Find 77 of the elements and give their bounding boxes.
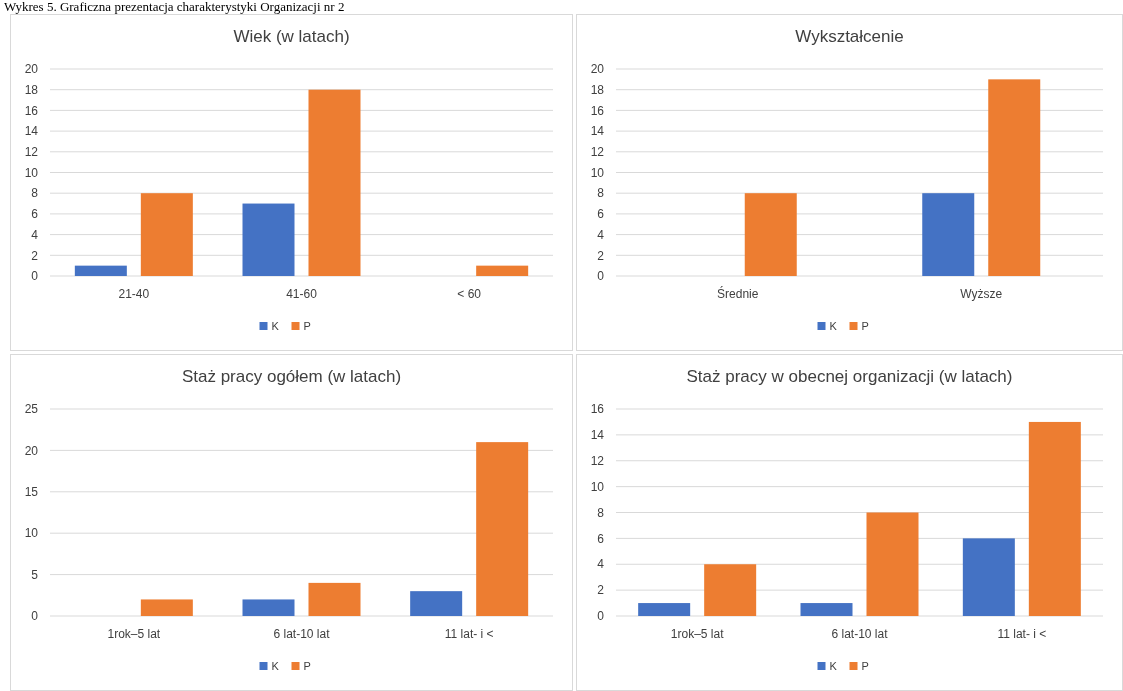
bar (242, 203, 295, 276)
y-tick-label: 10 (24, 526, 39, 541)
y-tick-label: 0 (31, 609, 39, 624)
bar (962, 538, 1015, 616)
x-tick-label: 11 lat- i < (997, 627, 1047, 641)
y-tick-label: 20 (24, 443, 39, 458)
chart-title: Staż pracy ogółem (w latach) (181, 367, 402, 386)
bar (704, 564, 757, 616)
y-tick-label: 4 (31, 227, 39, 242)
bar (1028, 421, 1081, 616)
x-tick-label: < 60 (457, 287, 482, 301)
y-tick-label: 4 (597, 227, 605, 242)
y-tick-label: 2 (597, 583, 605, 598)
y-tick-label: 0 (31, 269, 39, 284)
x-tick-label: Średnie (717, 286, 759, 301)
y-tick-label: 10 (590, 479, 605, 494)
bar (74, 265, 127, 276)
y-tick-label: 16 (24, 103, 39, 118)
bar (308, 89, 361, 276)
y-tick-label: 2 (31, 248, 39, 263)
y-tick-label: 8 (597, 186, 605, 201)
bar (866, 512, 919, 616)
y-tick-label: 18 (24, 82, 39, 97)
y-tick-label: 0 (597, 269, 605, 284)
y-tick-label: 16 (590, 402, 605, 417)
y-tick-label: 12 (590, 453, 605, 468)
legend-label: K (271, 319, 280, 332)
y-tick-label: 14 (590, 124, 605, 139)
x-tick-label: 21-40 (118, 287, 150, 301)
legend-label: P (861, 659, 869, 672)
bar (140, 193, 193, 276)
y-tick-label: 8 (31, 186, 39, 201)
legend-label: P (303, 659, 311, 672)
y-tick-label: 12 (24, 145, 39, 159)
chart-title: Wykształcenie (795, 27, 904, 46)
y-tick-label: 6 (31, 207, 39, 222)
text: Wykres 5. Graficzna prezentacja charakterystyki Organizacji nr 2 (4, 0, 345, 14)
y-tick-label: 25 (24, 402, 39, 417)
legend-label: P (303, 319, 311, 332)
y-tick-label: 10 (24, 165, 39, 180)
y-tick-label: 18 (590, 82, 605, 97)
y-tick-label: 5 (31, 567, 39, 582)
x-tick-label: 6 lat-10 lat (831, 627, 889, 641)
legend-label: P (861, 319, 869, 332)
y-tick-label: 12 (590, 145, 605, 159)
bar (140, 599, 193, 616)
y-tick-label: 14 (590, 428, 605, 443)
y-tick-label: 20 (24, 62, 39, 77)
bar (476, 265, 529, 276)
legend-label: K (271, 659, 280, 672)
bar (308, 582, 361, 616)
y-tick-label: 14 (24, 124, 39, 139)
x-tick-label: 1rok–5 lat (670, 627, 725, 641)
chart-title: Wiek (w latach) (233, 27, 350, 46)
y-tick-label: 20 (590, 62, 605, 77)
x-tick-label: 1rok–5 lat (107, 627, 161, 641)
y-tick-label: 6 (597, 207, 605, 222)
y-tick-label: 16 (590, 103, 605, 118)
chart-title: Staż pracy w obecnej organizacji (w latach) (686, 367, 1013, 386)
y-tick-label: 4 (597, 557, 605, 572)
y-tick-label: 6 (597, 531, 605, 546)
y-tick-label: 2 (597, 248, 605, 263)
x-tick-label: 41-60 (286, 287, 318, 301)
bar (800, 603, 853, 616)
y-tick-label: 10 (590, 165, 605, 180)
legend-label: K (829, 319, 838, 332)
y-tick-label: 0 (597, 609, 605, 624)
bar (242, 599, 295, 616)
x-tick-label: 6 lat-10 lat (273, 627, 331, 641)
bar (476, 442, 529, 616)
y-tick-label: 8 (597, 505, 605, 520)
x-tick-label: Wyższe (960, 287, 1003, 301)
legend-label: K (829, 659, 838, 672)
bar (638, 603, 691, 616)
x-tick-label: 11 lat- i < (444, 627, 494, 641)
y-tick-label: 15 (24, 485, 39, 499)
bar (410, 591, 463, 616)
